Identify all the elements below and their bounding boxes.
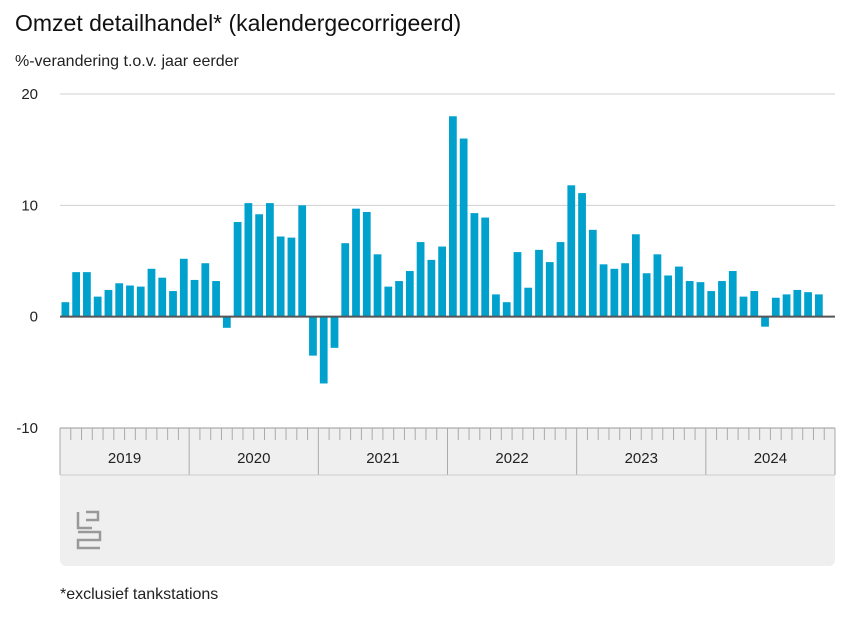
bar bbox=[481, 217, 490, 317]
bar bbox=[696, 282, 705, 317]
bar bbox=[61, 302, 70, 317]
bar bbox=[567, 185, 576, 317]
bar bbox=[72, 272, 81, 317]
y-tick-label: -10 bbox=[16, 420, 38, 437]
bar bbox=[578, 193, 586, 317]
bar bbox=[513, 252, 522, 317]
y-tick-label: 0 bbox=[30, 309, 38, 326]
bar bbox=[416, 242, 425, 317]
bar bbox=[599, 264, 608, 317]
bar bbox=[427, 259, 436, 317]
bar bbox=[804, 292, 812, 317]
bar bbox=[761, 316, 769, 327]
bar bbox=[212, 281, 220, 317]
bar bbox=[405, 271, 414, 317]
bar bbox=[718, 281, 726, 317]
bar bbox=[459, 138, 468, 317]
bar bbox=[298, 205, 307, 317]
bar bbox=[384, 286, 393, 317]
bar bbox=[190, 279, 199, 317]
bar bbox=[438, 246, 446, 317]
bar bbox=[771, 297, 780, 317]
bar bbox=[492, 294, 500, 317]
year-label: 2021 bbox=[366, 450, 399, 467]
bar bbox=[330, 316, 339, 348]
bar bbox=[653, 254, 662, 317]
footnote: *exclusief tankstations bbox=[60, 586, 219, 603]
bar bbox=[255, 214, 264, 317]
bar bbox=[362, 212, 371, 317]
bar bbox=[276, 236, 285, 317]
bar bbox=[319, 316, 328, 384]
y-axis-label: %-verandering t.o.v. jaar eerder bbox=[15, 53, 239, 70]
bar bbox=[158, 277, 167, 317]
bar bbox=[621, 263, 629, 317]
bar bbox=[179, 258, 188, 317]
bar bbox=[631, 234, 640, 317]
bar bbox=[104, 289, 113, 317]
bar bbox=[814, 294, 823, 317]
bar bbox=[136, 286, 145, 317]
cbs-logo-stroke bbox=[86, 510, 100, 522]
bar bbox=[287, 237, 296, 317]
bar bbox=[707, 291, 716, 317]
cbs-logo bbox=[76, 510, 102, 550]
bar bbox=[545, 262, 554, 317]
bar bbox=[126, 285, 134, 317]
year-label: 2019 bbox=[108, 450, 141, 467]
bar bbox=[675, 266, 683, 317]
bar bbox=[685, 281, 694, 317]
bar bbox=[233, 222, 242, 317]
bar bbox=[739, 296, 748, 317]
bar bbox=[201, 263, 210, 317]
year-label: 2024 bbox=[754, 450, 787, 467]
year-label: 2020 bbox=[237, 450, 270, 467]
bar bbox=[793, 289, 802, 317]
bar bbox=[750, 291, 759, 317]
bar bbox=[147, 268, 156, 317]
bar bbox=[524, 287, 533, 317]
bar bbox=[395, 281, 403, 317]
bar bbox=[556, 242, 565, 317]
y-tick-label: 20 bbox=[21, 86, 38, 103]
y-tick-label: 10 bbox=[21, 197, 38, 214]
bar bbox=[664, 275, 673, 317]
bar bbox=[169, 291, 177, 317]
cbs-logo-stroke bbox=[76, 530, 102, 550]
bar bbox=[266, 203, 274, 317]
bar bbox=[83, 272, 91, 317]
bar bbox=[470, 213, 479, 317]
bar bbox=[642, 273, 651, 317]
year-label: 2023 bbox=[625, 450, 658, 467]
bar bbox=[341, 243, 350, 317]
bar bbox=[352, 208, 360, 317]
bar bbox=[782, 294, 791, 317]
bar bbox=[610, 268, 619, 317]
bar bbox=[373, 254, 382, 317]
bar bbox=[535, 249, 543, 317]
bar bbox=[222, 316, 231, 328]
chart-title: Omzet detailhandel* (kalendergecorrigeer… bbox=[15, 10, 462, 36]
bar bbox=[93, 296, 102, 317]
bar bbox=[728, 271, 737, 317]
bar bbox=[449, 116, 457, 317]
bar bbox=[309, 316, 317, 356]
cbs-logo-stroke bbox=[76, 512, 92, 530]
year-label: 2022 bbox=[495, 450, 528, 467]
bar bbox=[115, 283, 124, 317]
bar bbox=[244, 203, 253, 317]
bar bbox=[588, 229, 597, 317]
bar bbox=[502, 302, 511, 317]
